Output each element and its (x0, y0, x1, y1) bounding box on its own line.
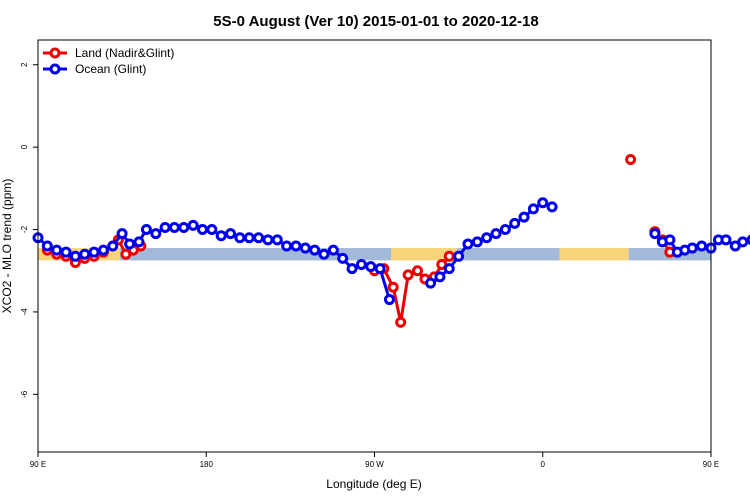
point-ocean-1-4 (462, 238, 474, 250)
point-ocean-2-6 (696, 240, 708, 252)
point-ocean-0-6 (88, 246, 100, 258)
point-ocean-0-36 (365, 261, 377, 273)
point-land-2-9 (443, 250, 455, 262)
surface-band-land-2 (391, 248, 457, 261)
legend-label-land: Land (Nadir&Glint) (75, 46, 174, 60)
point-ocean-0-3 (60, 246, 72, 258)
point-ocean-0-34 (346, 263, 358, 275)
point-ocean-1-11 (527, 203, 539, 215)
x-tick-label-4: 90 E (703, 460, 719, 469)
point-ocean-1-6 (481, 232, 493, 244)
point-ocean-0-9 (116, 228, 128, 240)
point-ocean-0-25 (262, 234, 274, 246)
point-ocean-0-7 (97, 244, 109, 256)
point-ocean-2-5 (686, 242, 698, 254)
point-ocean-0-12 (140, 224, 152, 236)
surface-band-ocean-3 (456, 248, 560, 261)
point-ocean-0-4 (69, 250, 81, 262)
point-ocean-0-14 (159, 221, 171, 233)
surface-band-land-4 (559, 248, 629, 261)
point-ocean-0-30 (309, 244, 321, 256)
x-tick-label-0: 90 E (30, 460, 46, 469)
point-ocean-1-7 (490, 228, 502, 240)
legend: Land (Nadir&Glint) Ocean (Glint) (43, 46, 174, 76)
point-ocean-0-10 (124, 238, 136, 250)
point-ocean-1-8 (499, 224, 511, 236)
x-axis: 90 E 180 90 W 0 90 E (30, 452, 719, 469)
point-ocean-2-9 (720, 234, 732, 246)
y-axis-label: XCO2 - MLO trend (ppm) (0, 179, 14, 314)
series-land (41, 153, 676, 328)
point-ocean-0-24 (253, 232, 265, 244)
point-ocean-0-33 (337, 252, 349, 264)
point-ocean-0-1 (41, 240, 53, 252)
point-ocean-0-17 (187, 219, 199, 231)
point-ocean-0-38 (383, 294, 395, 306)
point-ocean-1-2 (443, 263, 455, 275)
x-tick-label-2: 90 W (365, 460, 384, 469)
point-ocean-0-27 (281, 240, 293, 252)
legend-marker-ocean (49, 63, 61, 75)
point-ocean-0-19 (206, 224, 218, 236)
point-ocean-0-22 (234, 232, 246, 244)
point-ocean-0-11 (133, 236, 145, 248)
point-ocean-0-5 (79, 248, 91, 260)
point-ocean-1-1 (434, 271, 446, 283)
point-ocean-0-13 (150, 228, 162, 240)
point-land-2-2 (387, 281, 399, 293)
y-axis: 2 0 -2 -4 -6 (20, 62, 38, 398)
point-ocean-1-10 (518, 211, 530, 223)
point-ocean-1-9 (509, 217, 521, 229)
point-ocean-1-12 (537, 197, 549, 209)
x-axis-label: Longitude (deg E) (326, 477, 421, 491)
point-ocean-2-0 (649, 228, 661, 240)
point-ocean-0-26 (271, 234, 283, 246)
surface-band-ocean-1 (120, 248, 392, 261)
point-ocean-0-2 (51, 244, 63, 256)
point-ocean-1-3 (453, 250, 465, 262)
legend-marker-land (49, 47, 61, 59)
point-ocean-2-2 (664, 234, 676, 246)
point-land-2-4 (402, 269, 414, 281)
series-line-ocean-0 (37, 223, 391, 300)
point-ocean-0-23 (243, 232, 255, 244)
point-land-2-3 (395, 316, 407, 328)
point-ocean-0-16 (178, 221, 190, 233)
point-ocean-0-8 (107, 240, 119, 252)
point-ocean-0-29 (299, 242, 311, 254)
point-ocean-0-28 (290, 240, 302, 252)
point-ocean-0-15 (168, 221, 180, 233)
point-ocean-1-13 (546, 201, 558, 213)
y-tick-label-1: 0 (20, 144, 29, 149)
point-ocean-0-32 (327, 244, 339, 256)
x-tick-label-3: 0 (541, 460, 546, 469)
point-ocean-0-31 (318, 248, 330, 260)
y-tick-label-2: -2 (20, 225, 29, 233)
y-tick-label-0: 2 (20, 62, 29, 67)
series-ocean (32, 197, 750, 306)
point-ocean-0-21 (225, 228, 237, 240)
point-ocean-0-37 (374, 263, 386, 275)
point-ocean-0-18 (197, 224, 209, 236)
point-land-3-0 (625, 153, 637, 165)
series-layer (32, 153, 750, 328)
y-tick-label-3: -4 (20, 308, 29, 316)
point-ocean-1-5 (471, 236, 483, 248)
chart-title: 5S-0 August (Ver 10) 2015-01-01 to 2020-… (213, 13, 538, 30)
point-ocean-0-35 (355, 259, 367, 271)
point-land-2-5 (411, 265, 423, 277)
point-ocean-0-20 (215, 230, 227, 242)
x-tick-label-1: 180 (200, 460, 214, 469)
point-ocean-2-11 (737, 236, 749, 248)
legend-label-ocean: Ocean (Glint) (75, 62, 146, 76)
point-ocean-1-0 (425, 277, 437, 289)
y-tick-label-4: -6 (20, 390, 29, 398)
